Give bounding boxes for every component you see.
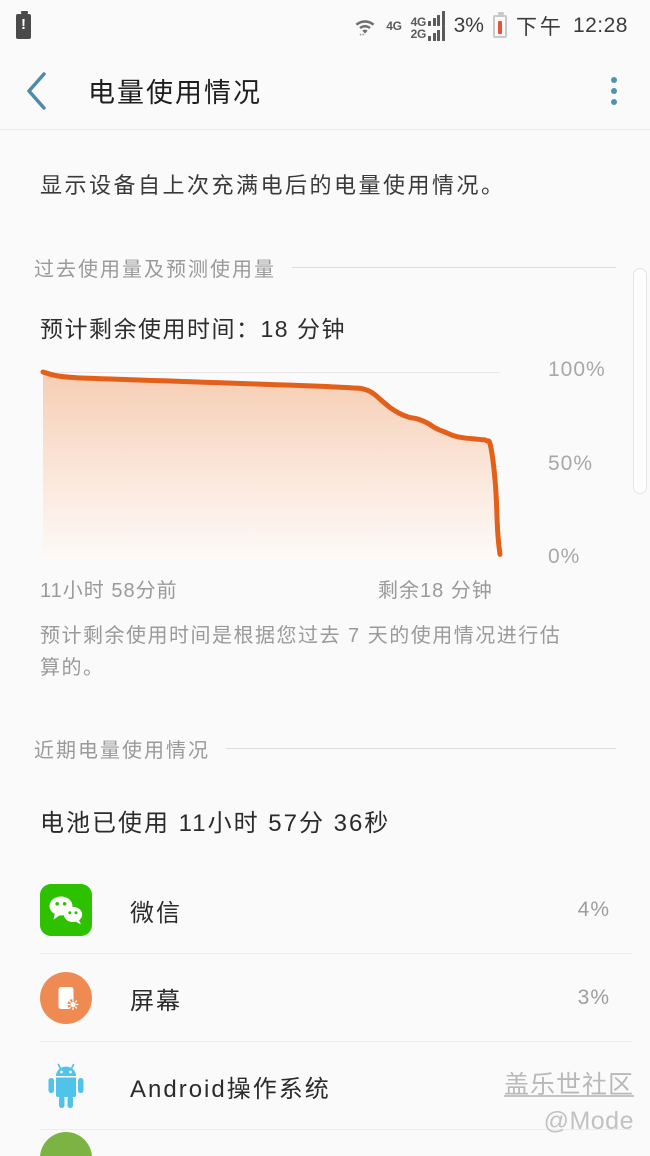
x-tick-start: 11小时 58分前	[40, 580, 178, 602]
app-bar: 电量使用情况	[0, 52, 650, 130]
section-divider	[292, 267, 616, 268]
y-tick-0: 0%	[548, 545, 581, 568]
estimated-remaining-text: 预计剩余使用时间：18 分钟	[40, 316, 346, 342]
overflow-menu-icon	[611, 76, 617, 83]
y-tick-50: 50%	[548, 452, 594, 475]
chart-y-axis-labels: 100% 50% 0%	[548, 358, 638, 572]
network-label-secondary: 2G	[410, 27, 427, 42]
battery-percent-text: 3%	[453, 14, 484, 37]
vertical-scrollbar[interactable]	[633, 268, 647, 494]
chart-x-axis-labels: 11小时 58分前 剩余18 分钟	[0, 574, 650, 614]
overflow-menu-icon	[611, 87, 617, 94]
overflow-menu-button[interactable]	[578, 52, 650, 130]
app-icon-partial	[40, 1130, 92, 1156]
screen-brightness-icon	[40, 972, 92, 1024]
chart-plot-area	[40, 369, 503, 560]
section-header-usage: 过去使用量及预测使用量	[0, 253, 650, 282]
app-name: 屏幕	[130, 987, 182, 1015]
page-title: 电量使用情况	[88, 78, 262, 108]
list-item[interactable]: 微信 4%	[0, 866, 650, 954]
battery-low-icon	[492, 11, 507, 38]
section-header-usage-label: 过去使用量及预测使用量	[34, 259, 276, 281]
gridline-100	[43, 372, 500, 373]
wifi-icon	[353, 14, 377, 38]
app-usage-list: 微信 4%	[0, 866, 650, 1156]
status-bar: 4G 4G 2G 3% 下午 12:28	[0, 0, 650, 52]
battery-used-duration: 电池已使用 11小时 57分 36秒	[40, 810, 391, 837]
network-label-top: 4G	[386, 19, 402, 33]
battery-alert-icon	[16, 10, 31, 39]
status-bar-left	[16, 10, 31, 39]
back-button[interactable]	[0, 52, 74, 130]
section-header-recent-label: 近期电量使用情况	[34, 740, 210, 762]
battery-usage-chart: 100% 50% 0%	[0, 358, 650, 572]
network-signal-group: 4G 2G	[411, 11, 445, 41]
am-pm-text: 下午	[515, 16, 564, 39]
page-description: 显示设备自上次充满电后的电量使用情况。	[40, 173, 506, 198]
section-divider	[226, 748, 616, 749]
section-header-recent: 近期电量使用情况	[0, 734, 650, 763]
list-item[interactable]: 屏幕 3%	[0, 954, 650, 1042]
app-name: Android操作系统	[130, 1075, 331, 1103]
clock-text: 12:28	[572, 14, 628, 37]
list-item[interactable]: Android操作系统	[0, 1042, 650, 1130]
signal-bars-icon-1	[428, 11, 445, 26]
network-label-primary: 4G	[410, 14, 427, 29]
chart-footnote: 预计剩余使用时间是根据您过去 7 天的使用情况进行估算的。	[40, 625, 562, 679]
android-robot-icon	[40, 1060, 92, 1112]
back-chevron-icon	[24, 70, 50, 112]
signal-bars-icon-2	[428, 26, 445, 41]
scroll-content: 显示设备自上次充满电后的电量使用情况。 过去使用量及预测使用量 预计剩余使用时间…	[0, 131, 650, 1156]
list-item[interactable]	[0, 1130, 650, 1156]
overflow-menu-icon	[611, 98, 617, 105]
battery-curve-svg	[40, 369, 503, 560]
app-percent: 4%	[577, 898, 610, 921]
app-percent: 3%	[577, 986, 610, 1009]
y-tick-100: 100%	[548, 358, 606, 381]
wechat-icon	[40, 884, 92, 936]
network-indicator: 4G	[386, 19, 402, 33]
status-bar-right: 4G 4G 2G 3% 下午 12:28	[353, 11, 634, 41]
x-tick-end: 剩余18 分钟	[378, 580, 493, 602]
app-name: 微信	[130, 899, 182, 927]
